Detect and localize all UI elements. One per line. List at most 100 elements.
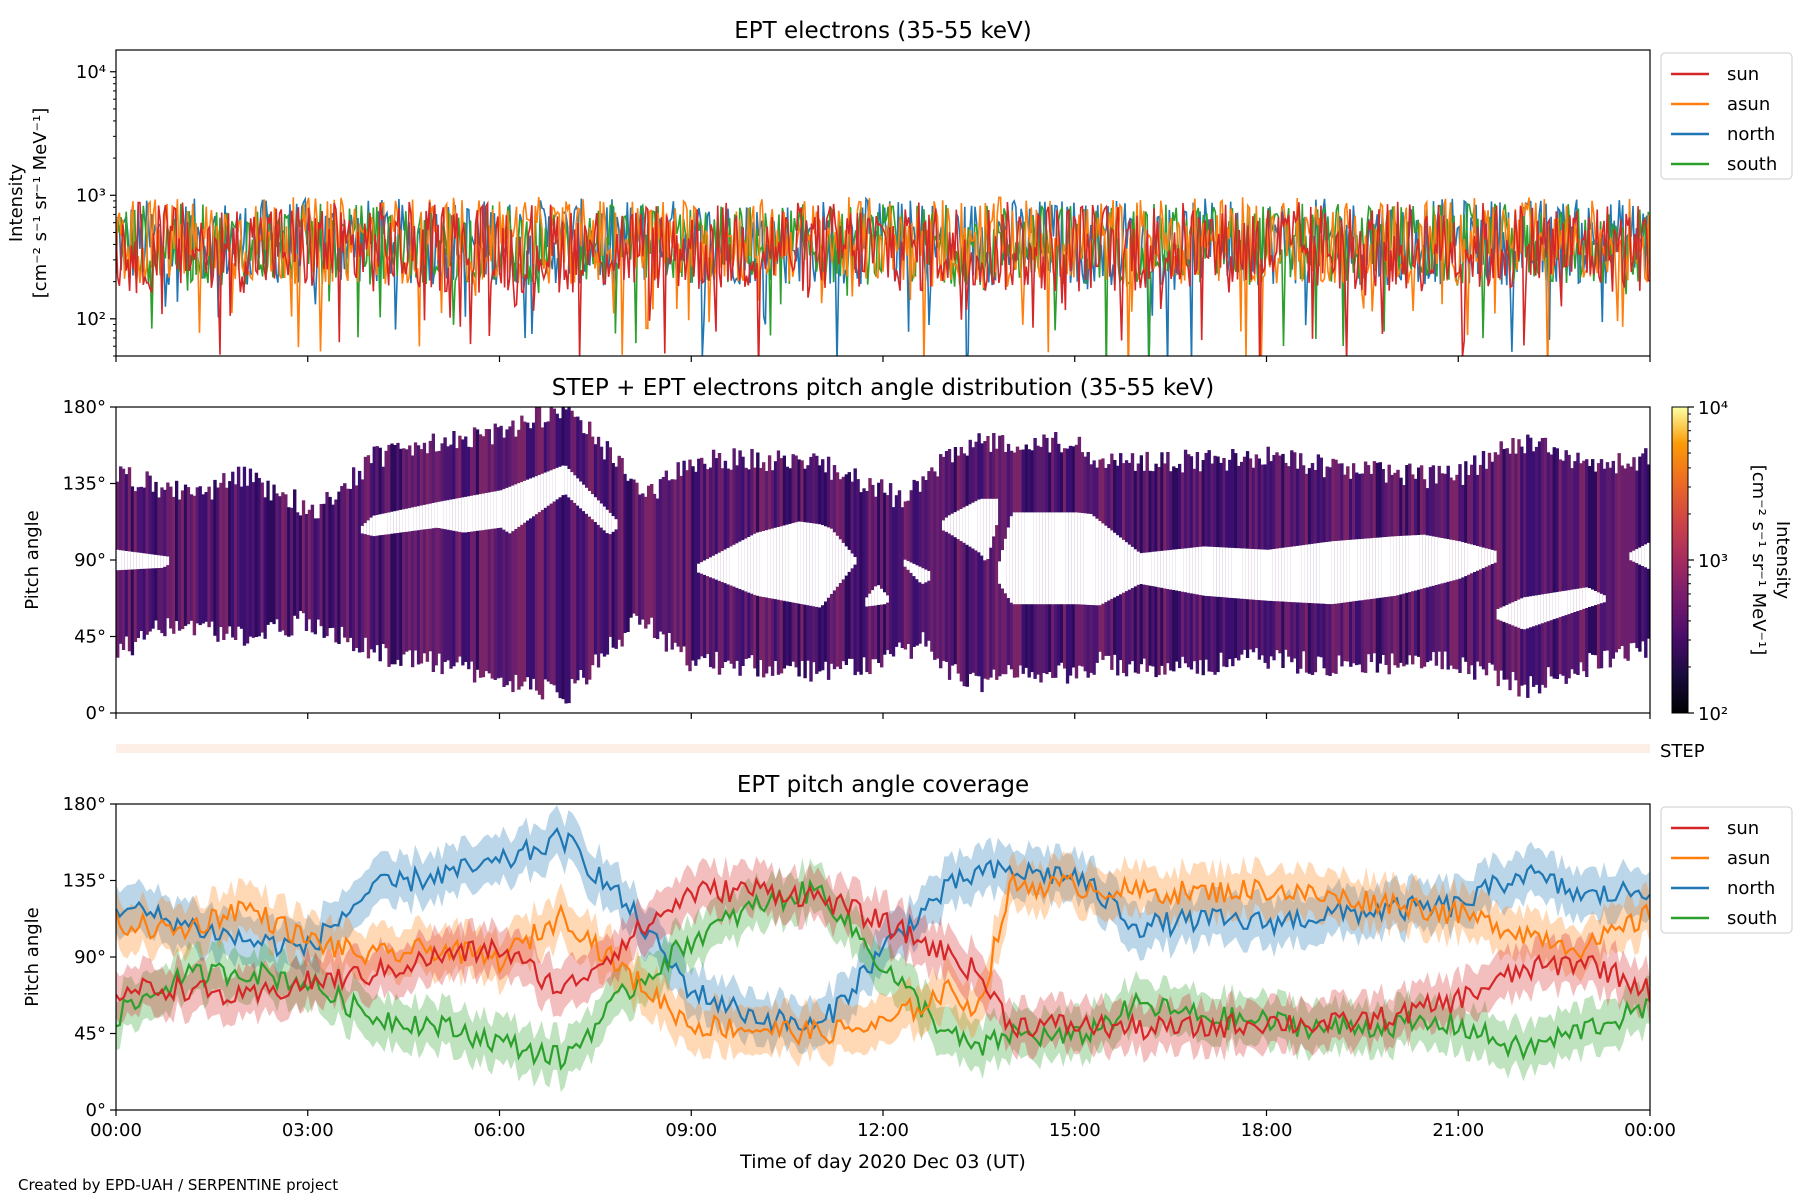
pad-gap xyxy=(1157,551,1161,588)
pad-gap xyxy=(962,507,967,543)
pad-column xyxy=(992,433,996,670)
pad-gap xyxy=(402,509,406,533)
pad-column xyxy=(1614,473,1618,653)
pad-gap xyxy=(703,560,707,575)
pad-column xyxy=(446,446,450,661)
pad-column xyxy=(416,445,421,665)
y-tick-label: 90° xyxy=(74,947,106,968)
pad-column xyxy=(1523,453,1527,685)
pad-gap xyxy=(1558,591,1563,618)
pad-gap xyxy=(974,501,978,551)
pad-gap xyxy=(1555,592,1560,619)
pad-column xyxy=(974,441,978,676)
pad-gap xyxy=(458,498,462,532)
pad-gap xyxy=(1071,512,1076,605)
pad-gap xyxy=(1540,594,1545,624)
pad-column xyxy=(596,436,601,668)
pad-column xyxy=(505,429,509,686)
pad-column xyxy=(458,435,462,657)
pad-gap xyxy=(995,498,999,526)
pad-column xyxy=(266,480,270,625)
y-tick-label: 45° xyxy=(74,1024,106,1045)
pad-gap xyxy=(750,535,754,594)
pad-column xyxy=(888,483,893,655)
pad-column xyxy=(1623,468,1627,659)
pad-gap xyxy=(1245,548,1250,600)
y-tick-label: 10² xyxy=(76,309,106,330)
pad-gap xyxy=(927,571,931,581)
pad-gap xyxy=(1476,546,1480,571)
pad-gap xyxy=(1596,592,1601,605)
pad-gap xyxy=(844,546,849,576)
pad-gap xyxy=(116,549,120,571)
pad-column xyxy=(172,496,176,634)
pad-column xyxy=(284,494,288,636)
pad-gap xyxy=(803,522,807,605)
pad-gap xyxy=(779,526,784,601)
pad-gap xyxy=(508,486,512,534)
pad-column xyxy=(933,471,937,660)
pad-gap xyxy=(1478,546,1483,570)
pad-column xyxy=(664,470,668,652)
pad-column xyxy=(372,446,376,653)
pad-gap xyxy=(1015,512,1020,605)
pad-gap xyxy=(1520,598,1524,629)
pad-gap xyxy=(139,552,144,569)
pad-column xyxy=(555,413,559,693)
pad-gap xyxy=(1192,547,1197,594)
intensity-y-ticks: 10² 10³ 10⁴ xyxy=(76,62,116,357)
pad-column xyxy=(694,471,698,666)
pad-column xyxy=(1605,462,1610,651)
pad-column xyxy=(313,518,317,635)
pad-gap xyxy=(1181,548,1185,592)
pad-gap xyxy=(1307,544,1312,603)
pad-column xyxy=(322,503,326,638)
pad-column xyxy=(148,475,152,632)
pad-gap xyxy=(1065,512,1070,605)
pad-gap xyxy=(1006,527,1011,598)
intensity-panel: EPT electrons (35-55 keV) 10² 10³ 10⁴ Inte… xyxy=(6,18,1793,362)
pad-gap xyxy=(1113,532,1117,598)
pad-gap xyxy=(543,472,548,508)
pad-column xyxy=(989,451,993,678)
pad-column xyxy=(1588,466,1592,654)
coverage-line-asun xyxy=(116,872,1650,1047)
pad-gap xyxy=(826,527,831,598)
pad-gap xyxy=(1644,544,1648,568)
pad-column xyxy=(602,459,607,657)
pad-gap xyxy=(1487,549,1492,566)
pad-column xyxy=(579,420,583,670)
pad-gap xyxy=(1048,512,1052,605)
pad-gap xyxy=(1334,541,1338,604)
pad-column xyxy=(1608,467,1612,668)
pad-gap xyxy=(1343,540,1347,603)
pad-gap xyxy=(529,478,533,519)
pad-gap xyxy=(1434,536,1439,585)
y-tick-label: 135° xyxy=(63,474,106,495)
pad-gap xyxy=(1549,593,1554,621)
pad-column xyxy=(310,504,315,633)
pad-gap xyxy=(1449,539,1453,582)
pad-gap xyxy=(903,559,908,567)
pad-gap xyxy=(700,562,704,574)
pad-column xyxy=(472,427,477,683)
pad-gap xyxy=(1378,537,1383,598)
pad-column xyxy=(859,492,863,675)
pad-gap xyxy=(523,480,527,523)
pad-gap xyxy=(1567,590,1571,615)
pad-column xyxy=(363,456,368,638)
pad-column xyxy=(405,449,409,652)
pad-column xyxy=(186,487,191,625)
pad-gap xyxy=(1130,546,1135,588)
pad-gap xyxy=(1352,539,1356,602)
pad-column xyxy=(357,470,362,653)
y-tick-label: 45° xyxy=(74,627,106,648)
pad-gap xyxy=(762,531,766,597)
pad-column xyxy=(939,454,943,669)
pad-column xyxy=(903,501,908,650)
pad-gap xyxy=(829,528,834,594)
pad-gap xyxy=(428,503,433,529)
pad-gap xyxy=(738,541,742,589)
pad-gap xyxy=(753,533,757,595)
pad-column xyxy=(260,482,264,633)
